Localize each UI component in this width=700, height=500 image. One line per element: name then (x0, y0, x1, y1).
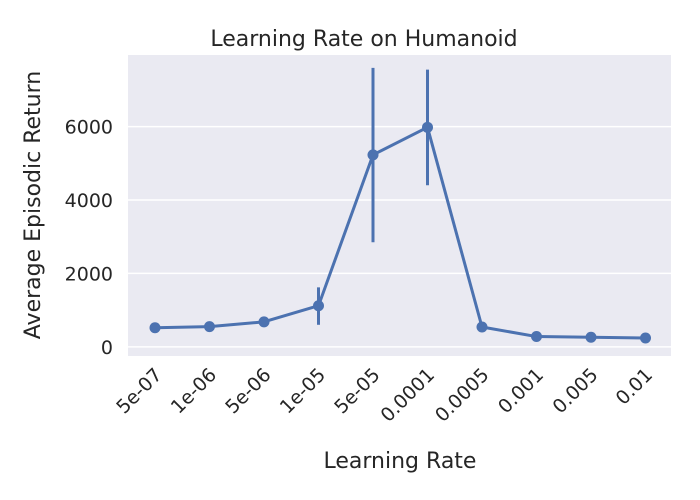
data-point (531, 331, 542, 343)
data-point (585, 331, 597, 343)
x-tick-label: 0.001 (494, 364, 548, 418)
y-tick-label: 2000 (65, 263, 113, 285)
plot-background (128, 55, 671, 356)
x-tick-label: 0.01 (612, 364, 657, 409)
data-point (204, 321, 215, 333)
data-points (149, 121, 651, 344)
x-tick-label: 1e-05 (276, 364, 330, 418)
data-point (367, 149, 379, 161)
data-point (640, 332, 651, 344)
y-tick-label: 6000 (65, 117, 113, 139)
x-tick-label: 1e-06 (167, 364, 221, 418)
x-axis-label: Learning Rate (324, 449, 477, 474)
x-tick-label: 5e-07 (112, 364, 166, 418)
chart-title: Learning Rate on Humanoid (210, 27, 517, 52)
y-axis-label: Average Episodic Return (21, 71, 46, 339)
data-point (476, 321, 488, 333)
y-tick-labels: 0 2000 4000 6000 (65, 117, 113, 359)
x-tick-label: 0.005 (549, 364, 603, 418)
y-tick-label: 4000 (65, 190, 113, 212)
data-point (149, 322, 161, 334)
data-point (422, 121, 433, 133)
grid-lines (128, 125, 671, 348)
x-tick-label: 0.0001 (376, 364, 439, 427)
data-point (258, 316, 270, 328)
y-tick-label: 0 (101, 337, 113, 359)
x-tick-label: 5e-06 (221, 364, 275, 418)
series-line (154, 125, 646, 340)
data-point (313, 300, 324, 312)
x-tick-label: 0.0005 (431, 364, 494, 427)
